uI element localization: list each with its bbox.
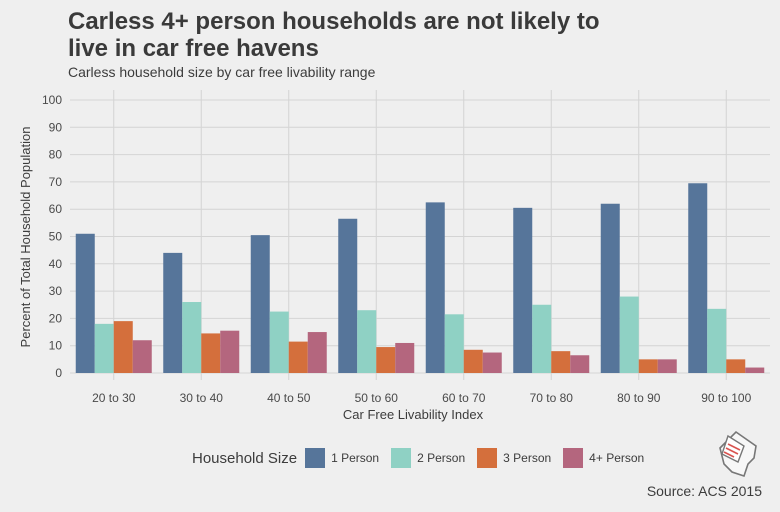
bar-2-person-80-to-90 [619, 296, 639, 373]
x-tick-label: 20 to 30 [92, 391, 136, 405]
legend: Household Size 1 Person 2 Person 3 Person 4… [192, 446, 656, 470]
bar-1-person-50-to-60 [338, 218, 358, 373]
legend-label: 3 Person [503, 451, 552, 465]
bar-1-person-40-to-50 [250, 235, 270, 373]
bar-4-person-30-to-40 [220, 330, 240, 373]
bar-2-person-40-to-50 [269, 311, 289, 373]
legend-swatch [477, 448, 498, 468]
legend-item: 1 Person [305, 448, 379, 468]
bar-4-person-60-to-70 [482, 352, 502, 373]
x-tick-label: 40 to 50 [267, 391, 311, 405]
y-tick-label: 70 [49, 175, 63, 189]
bar-3-person-40-to-50 [288, 341, 308, 373]
bar-4-person-90-to-100 [745, 367, 765, 373]
legend-title: Household Size [192, 449, 298, 467]
legend-label: 2 Person [417, 451, 466, 465]
source-note: Source: ACS 2015 [646, 483, 762, 499]
bar-3-person-50-to-60 [376, 347, 396, 373]
bars [75, 183, 765, 373]
legend-items: 1 Person 2 Person 3 Person 4+ Person [305, 448, 656, 468]
y-axis-label: Percent of Total Household Population [18, 127, 33, 348]
y-tick-label: 10 [49, 339, 63, 353]
legend-label: 1 Person [331, 451, 380, 465]
bar-2-person-70-to-80 [532, 304, 552, 373]
x-tick-label: 50 to 60 [355, 391, 399, 405]
bar-1-person-20-to-30 [75, 233, 95, 373]
bar-4-person-40-to-50 [307, 332, 327, 373]
chart-title: Carless 4+ person households are not lik… [68, 8, 600, 62]
bar-4-person-50-to-60 [395, 342, 415, 373]
dc-map-document-icon [719, 430, 757, 478]
bar-1-person-60-to-70 [425, 202, 445, 373]
legend-label: 4+ Person [589, 451, 645, 465]
x-tick-labels: 20 to 30 30 to 40 40 to 50 50 to 60 60 to 70… [92, 391, 752, 405]
bar-1-person-30-to-40 [163, 252, 183, 373]
bar-4-person-80-to-90 [657, 359, 677, 373]
x-tick-label: 80 to 90 [617, 391, 661, 405]
x-tick-label: 60 to 70 [442, 391, 486, 405]
y-tick-label: 60 [49, 202, 63, 216]
bar-2-person-50-to-60 [357, 310, 377, 373]
bar-2-person-30-to-40 [182, 302, 202, 373]
y-tick-label: 80 [49, 148, 63, 162]
x-tick-label: 30 to 40 [180, 391, 224, 405]
y-tick-label: 30 [49, 284, 63, 298]
legend-swatch [391, 448, 412, 468]
y-tick-label: 100 [42, 93, 62, 107]
y-tick-label: 90 [49, 120, 63, 134]
bar-2-person-20-to-30 [94, 323, 114, 373]
bar-3-person-60-to-70 [463, 349, 483, 373]
bar-1-person-80-to-90 [600, 203, 620, 373]
chart-subtitle: Carless household size by car free livab… [68, 64, 376, 80]
legend-swatch [305, 448, 326, 468]
bar-3-person-90-to-100 [726, 359, 746, 373]
bar-1-person-70-to-80 [513, 207, 533, 373]
bar-4-person-70-to-80 [570, 355, 590, 373]
bar-3-person-70-to-80 [551, 351, 571, 373]
bar-1-person-90-to-100 [688, 183, 708, 373]
y-tick-label: 40 [49, 257, 63, 271]
x-tick-label: 70 to 80 [530, 391, 574, 405]
bar-2-person-90-to-100 [707, 308, 727, 373]
legend-item: 3 Person [477, 448, 551, 468]
legend-item: 4+ Person [563, 448, 644, 468]
y-tick-label: 0 [55, 366, 62, 380]
bar-4-person-20-to-30 [132, 340, 152, 373]
bar-3-person-20-to-30 [113, 321, 133, 373]
y-tick-labels: 0 10 20 30 40 50 60 70 80 90 100 [42, 93, 62, 380]
x-axis-label: Car Free Livability Index [343, 407, 484, 422]
y-tick-label: 50 [49, 230, 63, 244]
legend-swatch [563, 448, 584, 468]
x-tick-label: 90 to 100 [701, 391, 751, 405]
legend-item: 2 Person [391, 448, 465, 468]
bar-3-person-30-to-40 [201, 333, 221, 373]
bar-2-person-60-to-70 [444, 314, 464, 373]
bar-3-person-80-to-90 [638, 359, 658, 373]
y-tick-label: 20 [49, 311, 63, 325]
